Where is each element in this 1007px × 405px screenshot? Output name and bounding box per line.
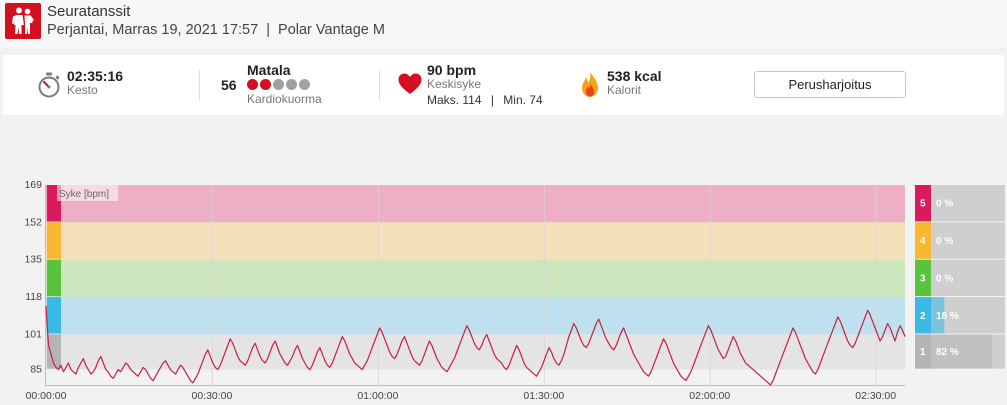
- heart-rate-average-value: 90 bpm: [427, 62, 477, 78]
- y-tick-label: 101: [24, 328, 42, 340]
- zone-band-5-end: [879, 185, 905, 223]
- series-label: Syke [bpm]: [59, 189, 109, 200]
- x-tick-label: 01:00:00: [357, 390, 398, 402]
- cardio-load-level: Matala: [247, 62, 291, 78]
- cardio-load-value-box: 56: [221, 55, 237, 115]
- x-axis-line: [45, 385, 905, 386]
- cardio-load-dot: [299, 79, 310, 90]
- session-date: Perjantai, Marras 19, 2021 17:57: [47, 22, 259, 38]
- zone-legend-percent: 0 %: [936, 236, 953, 247]
- duration-value: 02:35:16: [67, 68, 124, 84]
- dancing-couple-icon: [5, 3, 41, 39]
- zone-legend-swatch-3: [915, 259, 931, 297]
- zone-band-2-end: [879, 297, 905, 335]
- zone-legend-percent: 0 %: [936, 273, 953, 284]
- calories-label: Kalorit: [607, 83, 642, 97]
- zone-legend-bar-1: [931, 334, 992, 369]
- cardio-load-dot: [260, 79, 271, 90]
- zone-band-4: [46, 222, 879, 260]
- x-gridlines: [211, 185, 877, 385]
- y-tick-label: 85: [30, 364, 42, 376]
- zone-legend-number: 3: [920, 273, 926, 284]
- x-gridline: [543, 185, 545, 385]
- zone-band-3-end: [879, 259, 905, 298]
- x-gridline: [875, 185, 877, 385]
- y-tick-label: 152: [24, 216, 42, 228]
- duration-stat: 02:35:16 Kesto: [67, 55, 123, 115]
- zone-strip-1: [47, 334, 61, 369]
- x-axis-ticks: 00:00:00 00:30:00 01:00:00 01:30:00 02:00:00…: [26, 390, 897, 402]
- zone-legend-percent: 82 %: [936, 347, 959, 358]
- x-gridline: [377, 185, 379, 385]
- cardio-load-dot: [247, 79, 258, 90]
- heart-rate-min: Min. 74: [503, 93, 543, 107]
- zone-band-1-end: [879, 334, 905, 370]
- zone-band-3: [46, 259, 879, 298]
- heart-icon: [398, 73, 422, 100]
- subtitle-separator: |: [266, 22, 270, 38]
- x-gridline: [211, 185, 213, 385]
- heart-rate-line: [45, 305, 906, 386]
- heart-rate-average-label: Keskisyke: [427, 77, 482, 91]
- heart-rate-stat: 90 bpm Keskisyke Maks. 114 | Min. 74: [427, 55, 543, 115]
- zone-legend-number: 1: [920, 347, 926, 358]
- y-axis-ticks: 169 152 135 118 101 85: [24, 179, 42, 376]
- series-label-bg: [57, 185, 118, 201]
- x-tick-label: 00:30:00: [191, 390, 232, 402]
- zone-band-2: [46, 297, 879, 335]
- zone-bands: [46, 185, 905, 370]
- zone-strip-2: [47, 297, 61, 334]
- zone-legend-swatch-4: [915, 222, 931, 259]
- zone-legend-bar-2: [931, 297, 945, 334]
- zone-band-4-end: [879, 222, 905, 260]
- zone-legend-percent: 18 %: [936, 311, 959, 322]
- zone-strip-4: [47, 222, 61, 259]
- y-axis-line: [45, 185, 46, 385]
- summary-divider: [379, 70, 380, 100]
- x-tick-label: 02:00:00: [689, 390, 730, 402]
- session-subtitle: Perjantai, Marras 19, 2021 17:57 | Polar…: [47, 22, 385, 38]
- zone-band-5: [46, 185, 879, 223]
- zone-legend-swatch-1: [915, 334, 931, 369]
- heart-rate-min-max: Maks. 114 | Min. 74: [427, 93, 543, 107]
- flame-icon: [580, 70, 600, 103]
- zone-strip-3: [47, 259, 61, 297]
- x-gridline: [709, 185, 711, 385]
- summary-divider: [199, 70, 200, 100]
- calories-value: 538 kcal: [607, 68, 662, 84]
- zone-legend-number: 5: [920, 199, 926, 210]
- summary-panel: 02:35:16 Kesto 56 Matala Kardiokuorma 90…: [3, 55, 1004, 115]
- zone-legend-number: 2: [920, 311, 926, 322]
- stopwatch-icon: [37, 72, 61, 103]
- cardio-load-dots: [247, 79, 322, 92]
- y-tick-label: 135: [24, 254, 42, 266]
- cardio-load-value: 56: [221, 77, 237, 93]
- cardio-load-dot: [273, 79, 284, 90]
- zone-legend: 5 0 % 4 0 % 3 0 % 2 18 % 1 82 %: [915, 185, 1005, 369]
- duration-label: Kesto: [67, 83, 98, 97]
- zone-legend-swatch-5: [915, 185, 931, 222]
- cardio-load-label: Kardiokuorma: [247, 92, 322, 106]
- calories-stat: 538 kcal Kalorit: [607, 55, 662, 115]
- device-name: Polar Vantage M: [278, 22, 385, 38]
- training-benefit-button[interactable]: Perusharjoitus: [754, 71, 906, 98]
- y-tick-label: 118: [25, 291, 42, 303]
- zone-color-strips: [47, 185, 61, 369]
- activity-header: Seuratanssit Perjantai, Marras 19, 2021 …: [0, 0, 1007, 48]
- sport-title: Seuratanssit: [47, 3, 131, 20]
- heart-rate-chart: 169 152 135 118 101 85 00:00:00 00:30:00 01:00:…: [0, 165, 1007, 405]
- zone-legend-number: 4: [920, 236, 926, 247]
- x-tick-label: 01:30:00: [523, 390, 564, 402]
- y-tick-label: 169: [24, 179, 42, 191]
- x-tick-label: 02:30:00: [855, 390, 896, 402]
- zone-band-1: [46, 334, 879, 370]
- zone-legend-swatch-2: [915, 297, 931, 334]
- x-tick-label: 00:00:00: [26, 390, 67, 402]
- min-max-separator: |: [490, 93, 494, 107]
- cardio-load-dot: [286, 79, 297, 90]
- cardio-load-stat: Matala Kardiokuorma: [247, 55, 322, 115]
- zone-legend-percent: 0 %: [936, 199, 953, 210]
- heart-rate-max: Maks. 114: [427, 93, 482, 107]
